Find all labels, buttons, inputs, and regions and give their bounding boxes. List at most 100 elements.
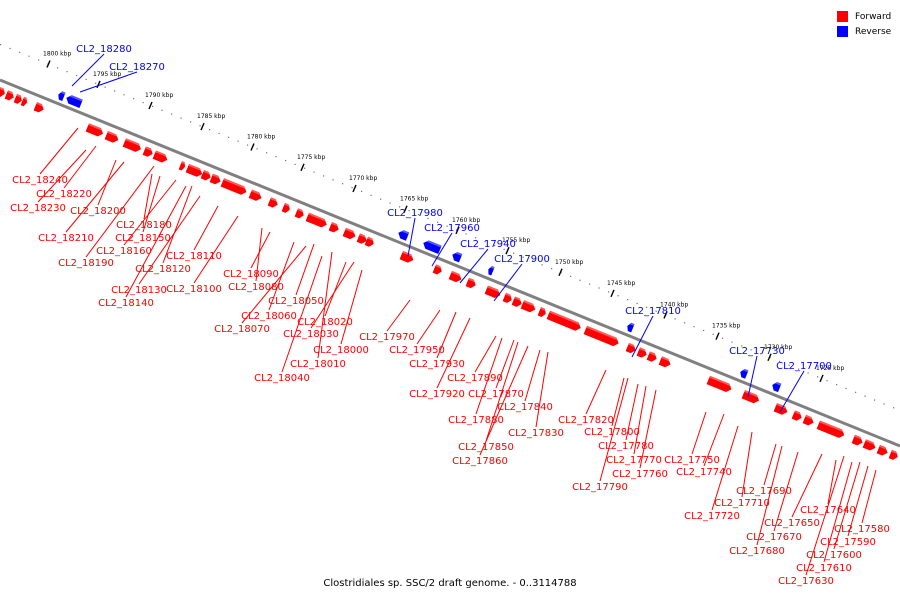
reverse-gene [58,90,66,101]
forward-gene [546,310,583,331]
gene-label: CL2_17850 [458,341,519,453]
svg-text:CL2_18160: CL2_18160 [96,246,152,257]
tick-mark [558,268,563,277]
svg-text:CL2_17610: CL2_17610 [796,563,852,574]
gene-label: CL2_17710 [714,431,770,509]
tick-label: 1735 kbp [712,323,740,330]
svg-text:CL2_17690: CL2_17690 [736,486,792,497]
svg-text:CL2_18280: CL2_18280 [76,44,132,55]
svg-text:CL2_17770: CL2_17770 [606,455,662,466]
tick-mark [767,353,772,362]
gene-label: CL2_18230 [10,149,87,214]
tick-mark [715,332,720,340]
reverse-gene [772,380,782,393]
svg-text:CL2_17920: CL2_17920 [409,389,465,400]
tick-label: 1740 kbp [660,301,688,308]
tick-label: 1775 kbp [297,154,325,161]
forward-gene [888,449,900,460]
gene-label: CL2_18140 [98,185,187,309]
svg-text:CL2_17960: CL2_17960 [424,223,480,234]
svg-text:CL2_17850: CL2_17850 [458,442,514,453]
gene-label: CL2_18190 [58,165,155,269]
gene-label: CL2_17630 [778,455,845,587]
gene-label: CL2_18010 [290,251,346,370]
gene-label: CL2_18270 [79,62,165,93]
svg-text:CL2_17790: CL2_17790 [572,482,628,493]
svg-text:CL2_17700: CL2_17700 [776,361,832,372]
legend-item-reverse: Reverse [837,24,891,39]
gene-label: CL2_17830 [508,351,564,439]
svg-text:CL2_17940: CL2_17940 [460,239,516,250]
forward-gene [537,307,548,317]
forward-gene [122,138,143,152]
svg-text:CL2_17680: CL2_17680 [729,546,785,557]
tick-label: 1750 kbp [555,259,583,266]
svg-text:CL2_17780: CL2_17780 [598,441,654,452]
gene-label: CL2_18110 [166,205,222,262]
forward-gene [267,197,280,208]
svg-text:CL2_18150: CL2_18150 [115,233,171,244]
svg-text:CL2_18080: CL2_18080 [228,282,284,293]
gene-label: CL2_18080 [228,227,284,293]
svg-text:CL2_18210: CL2_18210 [38,233,94,244]
svg-text:CL2_17730: CL2_17730 [729,346,785,357]
forward-gene [851,434,865,446]
legend-label-forward: Forward [855,11,892,22]
forward-gene [791,410,804,421]
tick-label: 1790 kbp [145,92,173,99]
svg-text:CL2_17930: CL2_17930 [409,359,465,370]
svg-text:CL2_18040: CL2_18040 [254,373,310,384]
svg-text:CL2_18190: CL2_18190 [58,258,114,269]
tick-label: 1785 kbp [197,113,225,120]
reverse-gene [423,238,442,254]
gene-label: CL2_18240 [12,127,79,186]
svg-text:CL2_17890: CL2_17890 [447,373,503,384]
gene-label: CL2_17610 [796,461,853,574]
svg-text:CL2_17710: CL2_17710 [714,498,770,509]
reverse-gene [627,321,635,333]
gene-label: CL2_17930 [409,311,465,370]
gene-label: CL2_17780 [598,383,654,452]
tick-mark [200,122,205,131]
forward-gene [220,178,249,195]
gene-label: CL2_17980 [387,208,443,257]
forward-gene [465,277,478,289]
svg-text:CL2_18220: CL2_18220 [36,189,92,200]
gene-label: CL2_18000 [313,269,369,356]
tick-mark [455,226,460,235]
svg-text:CL2_17760: CL2_17760 [612,469,668,480]
gene-label: CL2_17800 [584,377,640,438]
svg-text:CL2_18100: CL2_18100 [166,284,222,295]
forward-gene [816,420,846,438]
gene-label: CL2_18130 [111,195,201,296]
svg-text:CL2_18070: CL2_18070 [214,324,270,335]
tick-label: 1800 kbp [43,51,71,58]
forward-gene [520,300,537,313]
gene-label: CL2_17950 [389,309,445,356]
svg-text:CL2_18140: CL2_18140 [98,298,154,309]
gene-label: CL2_17790 [572,377,629,493]
forward-gene [200,169,213,181]
gene-label: CL2_17820 [558,369,614,426]
svg-text:CL2_17840: CL2_17840 [497,402,553,413]
svg-text:CL2_18060: CL2_18060 [241,311,297,322]
gene-label: CL2_18030 [283,261,355,340]
forward-gene [342,227,358,240]
svg-text:CL2_17860: CL2_17860 [452,456,508,467]
tick-label: 1795 kbp [93,71,121,78]
forward-gene [142,146,155,157]
forward-gene [646,351,659,362]
gene-label: CL2_17600 [806,461,862,561]
svg-text:CL2_17800: CL2_17800 [584,427,640,438]
svg-text:CL2_18110: CL2_18110 [166,251,222,262]
forward-gene [294,208,306,219]
gene-label: CL2_17940 [459,239,516,284]
svg-text:CL2_17740: CL2_17740 [676,467,732,478]
svg-text:CL2_18130: CL2_18130 [111,285,167,296]
svg-text:CL2_18230: CL2_18230 [10,203,66,214]
tick-mark [250,143,255,151]
gene-label: CL2_17590 [820,465,876,548]
legend-label-reverse: Reverse [855,26,892,37]
svg-text:CL2_18270: CL2_18270 [109,62,165,73]
